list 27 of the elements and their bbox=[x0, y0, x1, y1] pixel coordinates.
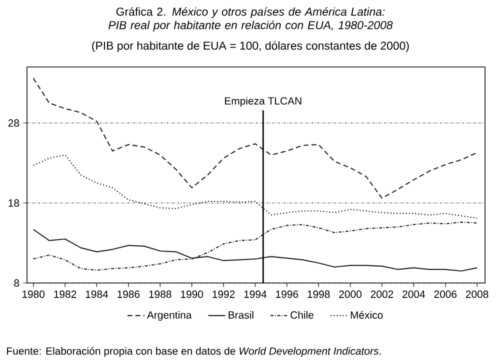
x-tick-label: 2002 bbox=[370, 290, 394, 298]
x-tick-label: 1990 bbox=[180, 290, 204, 298]
x-tick-label: 1994 bbox=[244, 290, 267, 298]
x-tick-label: 1982 bbox=[54, 290, 76, 298]
x-tick-label: 1992 bbox=[212, 290, 235, 298]
chart-title: Gráfica 2. México y otros países de América Latina: PIB real por habitante en relación con EUA, 1980-2008 bbox=[108, 7, 393, 32]
x-tick-label: 1980 bbox=[22, 290, 45, 298]
y-tick-label: 28 bbox=[8, 119, 20, 127]
legend-label: México bbox=[350, 310, 383, 319]
x-tick-label: 2006 bbox=[434, 290, 457, 298]
source-note: Fuente: Elaboración propia con base en datos de World Development Indicators. bbox=[7, 346, 381, 357]
line-series bbox=[32, 78, 478, 199]
x-tick-label: 1996 bbox=[276, 290, 298, 298]
x-tick-label: 1988 bbox=[149, 290, 172, 298]
x-tick-label: 1998 bbox=[308, 290, 330, 298]
x-tick-label: 2008 bbox=[466, 290, 488, 298]
x-tick-label: 2004 bbox=[402, 290, 426, 298]
x-tick-label: 1986 bbox=[118, 290, 140, 298]
chart-subtitle: (PIB por habitante de EUA = 100, dólares constantes de 2000) bbox=[92, 41, 409, 52]
legend-label: Argentina bbox=[146, 311, 192, 321]
y-tick-label: 8 bbox=[14, 279, 20, 287]
x-tick-label: 1984 bbox=[86, 290, 108, 298]
ref-line-label: Empieza TLCAN bbox=[225, 96, 302, 107]
y-tick-label: 18 bbox=[8, 199, 20, 207]
legend-label: Chile bbox=[290, 311, 314, 319]
legend-label: Brasil bbox=[228, 311, 254, 319]
x-tick-label: 2000 bbox=[339, 290, 362, 298]
